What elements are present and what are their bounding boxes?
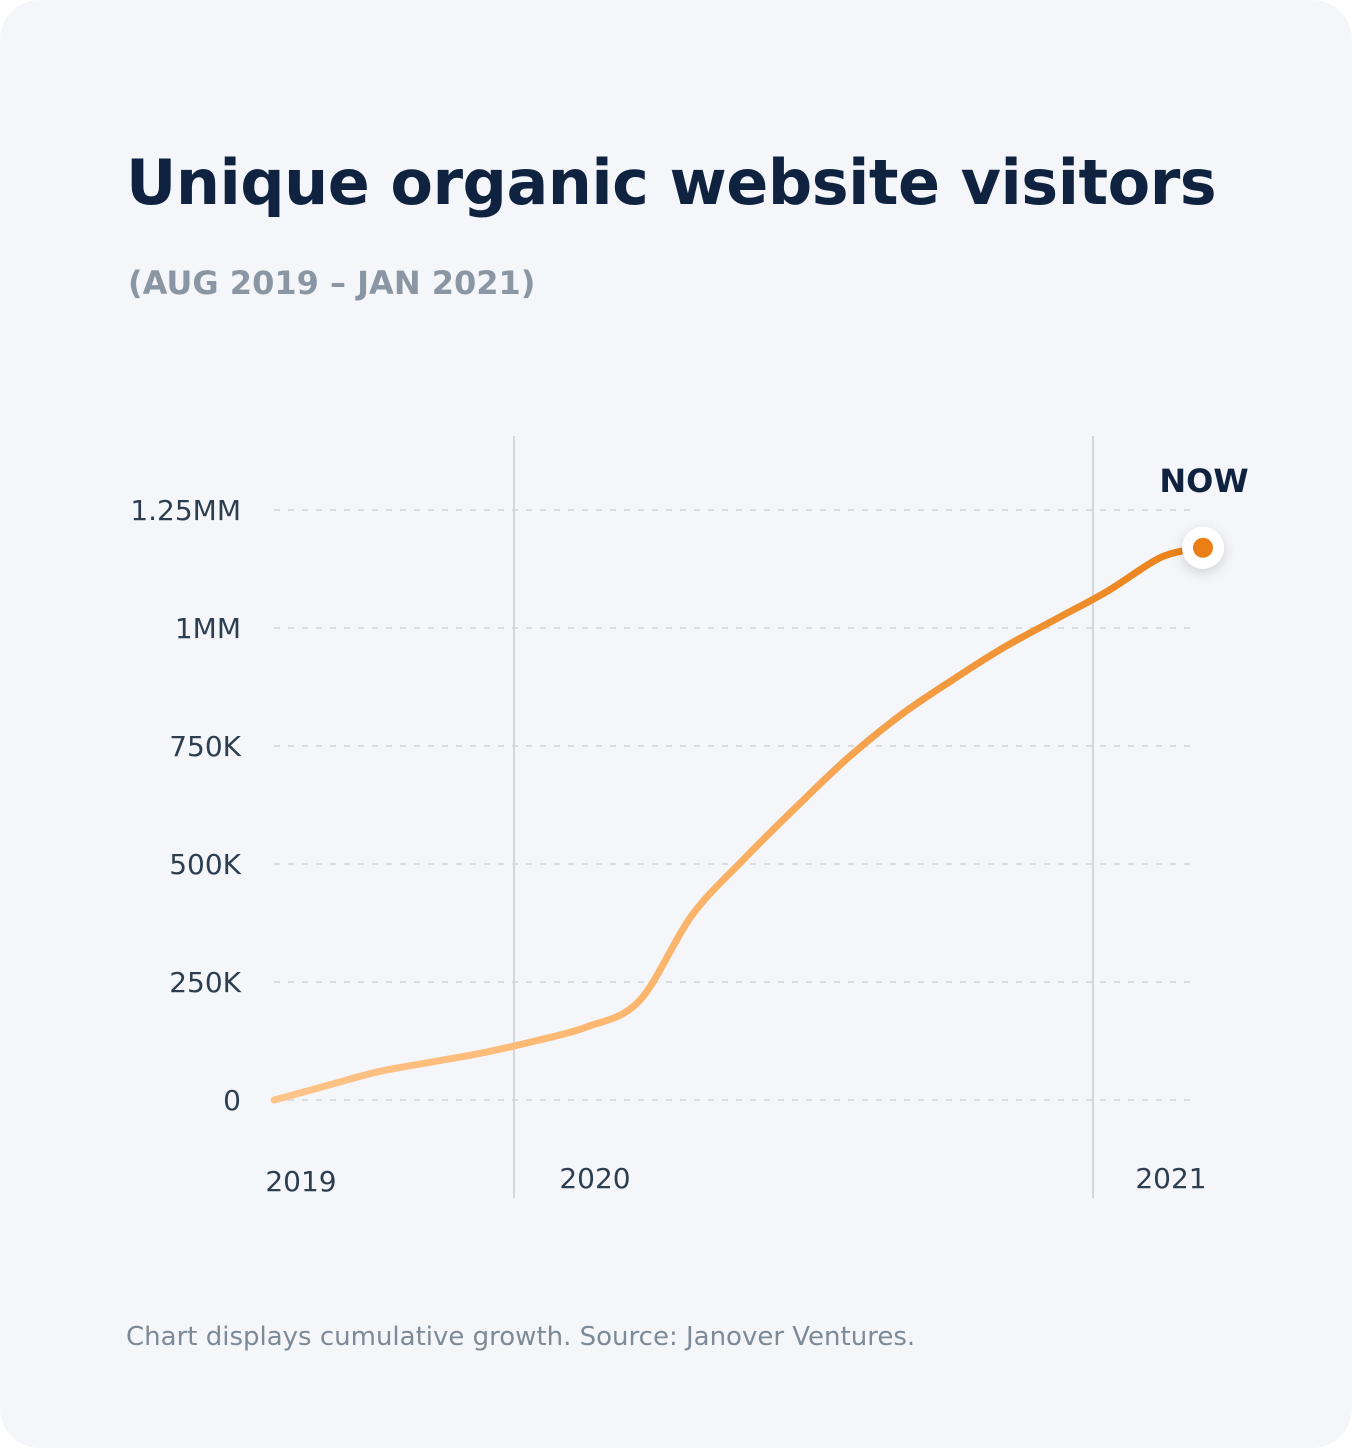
now-marker-dot: [1193, 537, 1213, 558]
data-point: [1054, 616, 1060, 622]
data-point: [793, 804, 799, 810]
data-point: [1002, 644, 1008, 650]
data-point: [375, 1069, 381, 1075]
data-point: [741, 856, 747, 862]
data-point: [949, 677, 955, 683]
chart-subtitle: (AUG 2019 – JAN 2021): [128, 264, 536, 302]
data-point: [636, 998, 642, 1004]
chart-title: Unique organic website visitors: [126, 146, 1217, 219]
x-tick-label: 2021: [1135, 1162, 1206, 1195]
data-point: [480, 1050, 486, 1056]
data-point: [271, 1097, 277, 1103]
chart-footnote: Chart displays cumulative growth. Source…: [126, 1322, 916, 1352]
y-tick-label: 500K: [169, 848, 241, 881]
series-line: [270, 544, 1207, 1104]
data-point: [897, 712, 903, 718]
y-tick-label: 750K: [169, 730, 241, 763]
grid-layer: [274, 436, 1196, 1198]
data-point: [1158, 554, 1164, 560]
x-tick-label: 2019: [265, 1165, 336, 1198]
axis-layer: 0 250K 500K 750K 1MM 1.25MM 2019 2020 2021: [130, 494, 1206, 1198]
now-label: NOW: [1159, 462, 1248, 500]
annotation-layer: NOW: [1159, 462, 1249, 569]
y-tick-label: 1MM: [175, 612, 241, 645]
data-point: [323, 1083, 329, 1089]
y-tick-label: 0: [223, 1084, 241, 1117]
x-tick-label: 2020: [559, 1162, 630, 1195]
data-point: [428, 1059, 434, 1065]
y-tick-label: 1.25MM: [130, 494, 241, 527]
data-point: [845, 755, 851, 761]
data-point: [584, 1024, 590, 1030]
data-point: [532, 1038, 538, 1044]
series-layer: [270, 544, 1207, 1104]
data-point: [1106, 587, 1112, 593]
data-point: [689, 913, 695, 919]
y-tick-label: 250K: [169, 966, 241, 999]
